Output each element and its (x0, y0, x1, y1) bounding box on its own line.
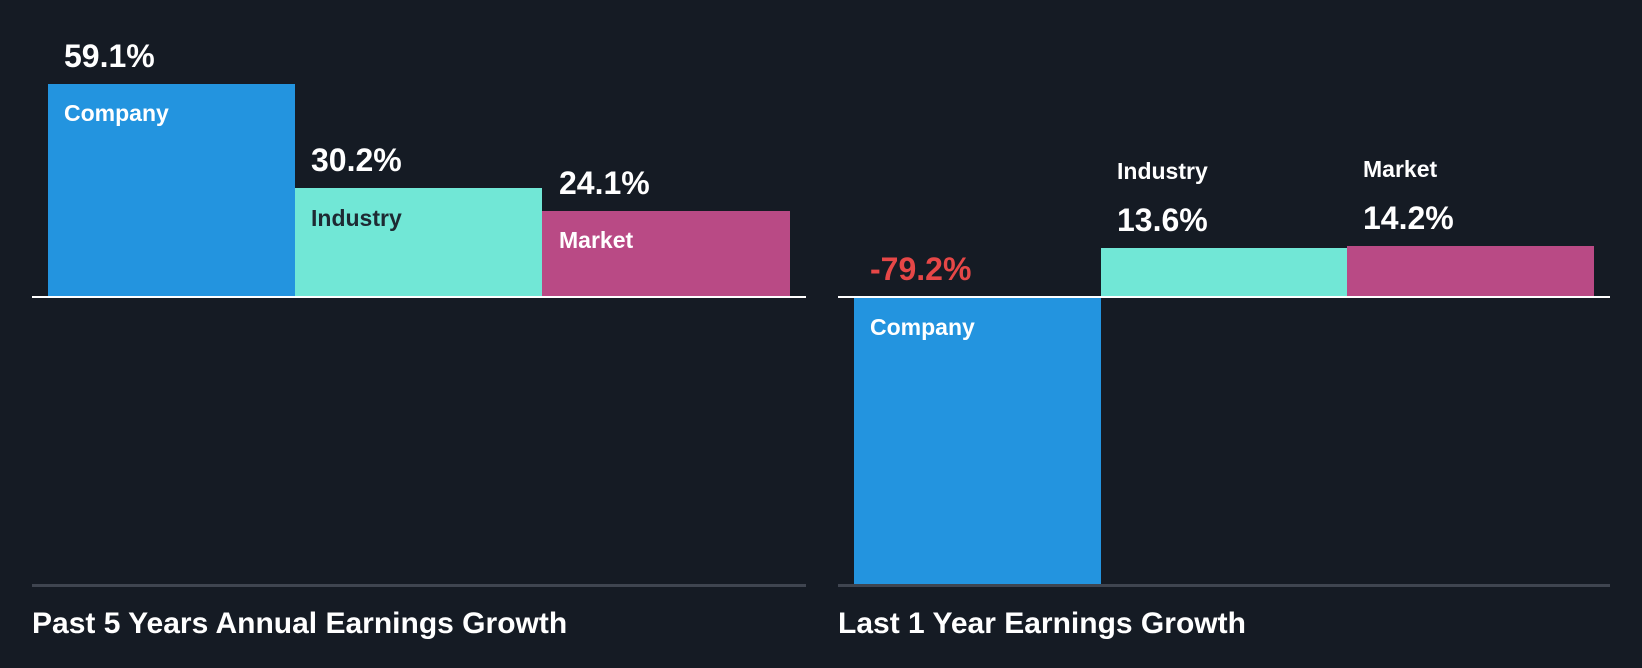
bar-market (542, 211, 790, 297)
bar-company (854, 297, 1101, 584)
value-market: 14.2% (1363, 200, 1454, 236)
value-company: 59.1% (64, 38, 155, 74)
label-market: Market (559, 227, 634, 253)
zero-line (838, 296, 1610, 298)
label-industry: Industry (311, 205, 402, 231)
bar-industry (295, 188, 542, 297)
bar-company (48, 84, 295, 297)
value-company: -79.2% (870, 251, 972, 287)
value-industry: 30.2% (311, 142, 402, 178)
bar-industry (1101, 248, 1347, 297)
label-company: Company (870, 314, 975, 340)
label-industry: Industry (1117, 158, 1208, 184)
chart-title: Past 5 Years Annual Earnings Growth (32, 607, 568, 640)
zero-line (32, 296, 806, 298)
bottom-axis (32, 584, 806, 587)
value-industry: 13.6% (1117, 202, 1208, 238)
label-company: Company (64, 100, 169, 126)
label-market: Market (1363, 156, 1438, 182)
bar-market (1347, 246, 1594, 297)
chart-title: Last 1 Year Earnings Growth (838, 607, 1246, 640)
value-market: 24.1% (559, 165, 650, 201)
bottom-axis (838, 584, 1610, 587)
